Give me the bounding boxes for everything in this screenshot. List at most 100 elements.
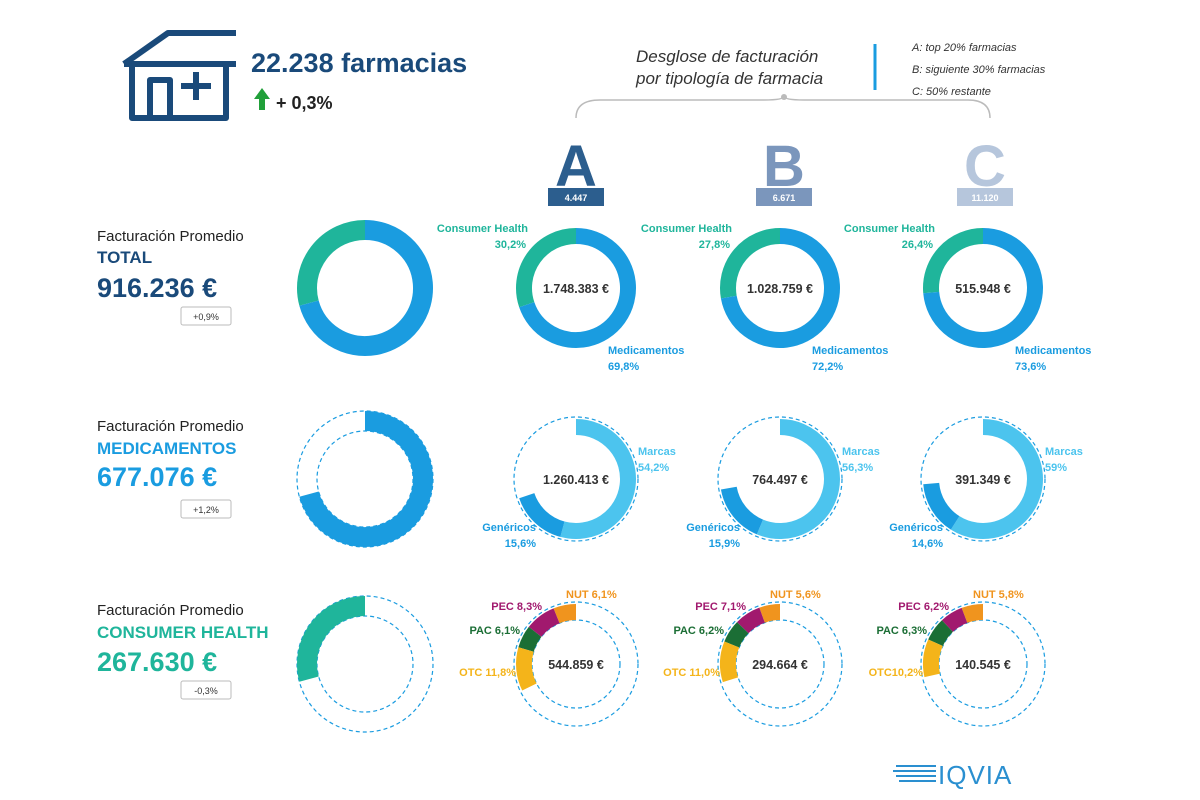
change-badge <box>180 306 232 326</box>
slice-label-pac: PAC 6,1% <box>469 625 520 637</box>
iqvia-logo: IQVIA <box>893 760 1012 790</box>
slice-pac <box>928 620 954 647</box>
slice-name: Genéricos <box>889 522 943 534</box>
slice-medicamentos <box>720 228 840 348</box>
column-headers: A4.447 B6.671 C11.120 <box>548 134 1013 206</box>
donut-center-value: 1.748.383 € <box>543 282 609 296</box>
donut-center-value: 391.349 € <box>955 473 1011 487</box>
slice-label: 69,8% <box>608 361 639 373</box>
dashed-ring <box>920 601 1046 727</box>
change-badge-text: -0,3% <box>194 686 218 696</box>
row-name: CONSUMER HEALTH <box>97 623 269 642</box>
breakdown-title-line2: por tipología de farmacia <box>635 69 823 88</box>
change-badge <box>180 680 232 700</box>
slice-label-otc: OTC10,2% <box>869 667 924 679</box>
slice-name: Consumer Health <box>437 223 528 235</box>
donut-center-value: 544.859 € <box>548 658 604 672</box>
slice-label: 26,4% <box>902 239 933 251</box>
slice-label-pac: PAC 6,2% <box>673 625 724 637</box>
donut-overview-1 <box>297 220 433 356</box>
slice-name: Marcas <box>1045 446 1083 458</box>
up-arrow-icon <box>254 88 270 110</box>
donut-consumer-health-a: 544.859 € NUT 6,1% PEC 8,3% PAC 6,1% OTC 11,… <box>459 589 639 727</box>
donut-overview-3 <box>296 595 434 733</box>
slice-label: 59% <box>1045 462 1067 474</box>
breakdown-title-line1: Desglose de facturación <box>636 47 818 66</box>
donut-center-value: 764.497 € <box>752 473 808 487</box>
slice-label-otc: OTC 11,0% <box>663 667 720 679</box>
donut-total-a: 1.748.383 € Consumer Health 30,2% Medicamen… <box>437 223 685 373</box>
slice-pac <box>724 622 749 648</box>
donut-medicamentos-a: 1.260.413 € Marcas 54,2% Genéricos 15,6% <box>482 416 676 550</box>
slice-name: Marcas <box>842 446 880 458</box>
slice-label-nut: NUT 5,8% <box>973 589 1024 601</box>
legend-item-a: A: top 20% farmacias <box>911 42 1017 54</box>
donut-total-b: 1.028.759 € Consumer Health 27,8% Medicamen… <box>641 223 889 373</box>
change-badge-text: +0,9% <box>193 312 219 322</box>
row-medicamentos-label: Facturación Promedio MEDICAMENTOS 677.07… <box>97 418 244 519</box>
row-name: TOTAL <box>97 248 152 267</box>
dashed-ring <box>316 615 414 713</box>
row-total-label: Facturación Promedio TOTAL 916.236 € +0,… <box>97 228 244 326</box>
slice-consumer-health <box>297 220 366 306</box>
slice-genericos <box>720 486 764 535</box>
slice-consumer-health <box>720 228 781 299</box>
dashed-ring <box>717 416 843 542</box>
dashed-ring <box>938 619 1028 709</box>
column-header-c: C11.120 <box>957 134 1013 206</box>
pharmacies-count: 22.238 farmacias <box>251 48 467 78</box>
dashed-ring <box>531 619 621 709</box>
slice-medicamentos <box>519 228 636 348</box>
slice-consumer-health <box>923 228 984 294</box>
donut-consumer-health-c: 140.545 € NUT 5,8% PEC 6,2% PAC 6,3% OTC10,2… <box>869 589 1046 727</box>
slice-name: Medicamentos <box>812 345 888 357</box>
bracket-dot <box>781 94 787 100</box>
slice-otc <box>720 641 740 683</box>
slice-label: 15,6% <box>505 538 536 550</box>
change-badge-text: +1,2% <box>193 505 219 515</box>
slice-consumer-health <box>516 228 577 308</box>
slice-genericos <box>519 492 565 537</box>
slice-name: Consumer Health <box>844 223 935 235</box>
logo-text: IQVIA <box>938 760 1012 790</box>
donut-center-value: 1.260.413 € <box>543 473 609 487</box>
slice-label-pec: PEC 8,3% <box>491 601 542 613</box>
slice-label-nut: NUT 6,1% <box>566 589 617 601</box>
slice-pec <box>941 607 968 633</box>
slice-label: 14,6% <box>912 538 943 550</box>
dashed-ring <box>316 430 414 528</box>
donut-center-value: 140.545 € <box>955 658 1011 672</box>
donut-center-value: 294.664 € <box>752 658 808 672</box>
slice-name: Genéricos <box>482 522 536 534</box>
slice-genericos <box>923 482 960 530</box>
dashed-ring <box>513 601 639 727</box>
house-plus-icon <box>122 30 236 121</box>
slice-nut <box>759 604 781 623</box>
slice-label: 72,2% <box>812 361 843 373</box>
donut-charts: 1.748.383 € Consumer Health 30,2% Medicamen… <box>296 220 1091 733</box>
slice-otc <box>516 647 537 691</box>
legend-item-b: B: siguiente 30% farmacias <box>912 64 1046 76</box>
dashed-ring <box>513 416 639 542</box>
slice-medicamentos <box>299 411 433 547</box>
slice-label: 56,3% <box>842 462 873 474</box>
slice-consumer-health <box>297 596 366 682</box>
donut-consumer-health-b: 294.664 € NUT 5,6% PEC 7,1% PAC 6,2% OTC 11,… <box>663 589 843 727</box>
column-count-bar <box>957 188 1013 206</box>
slice-label: 30,2% <box>495 239 526 251</box>
slice-name: Marcas <box>638 446 676 458</box>
row-value: 677.076 € <box>97 462 217 492</box>
slice-nut <box>553 603 577 624</box>
slice-label: 73,6% <box>1015 361 1046 373</box>
slice-otc <box>923 639 943 678</box>
slice-label-pec: PEC 7,1% <box>695 601 746 613</box>
dashed-ring <box>735 619 825 709</box>
slice-label-otc: OTC 11,8% <box>459 667 516 679</box>
row-value: 916.236 € <box>97 273 217 303</box>
donut-center-value: 515.948 € <box>955 282 1011 296</box>
column-header-a: A4.447 <box>548 134 604 206</box>
slice-name: Genéricos <box>686 522 740 534</box>
column-count-bar <box>756 188 812 206</box>
logo-stripes-icon <box>893 765 936 782</box>
